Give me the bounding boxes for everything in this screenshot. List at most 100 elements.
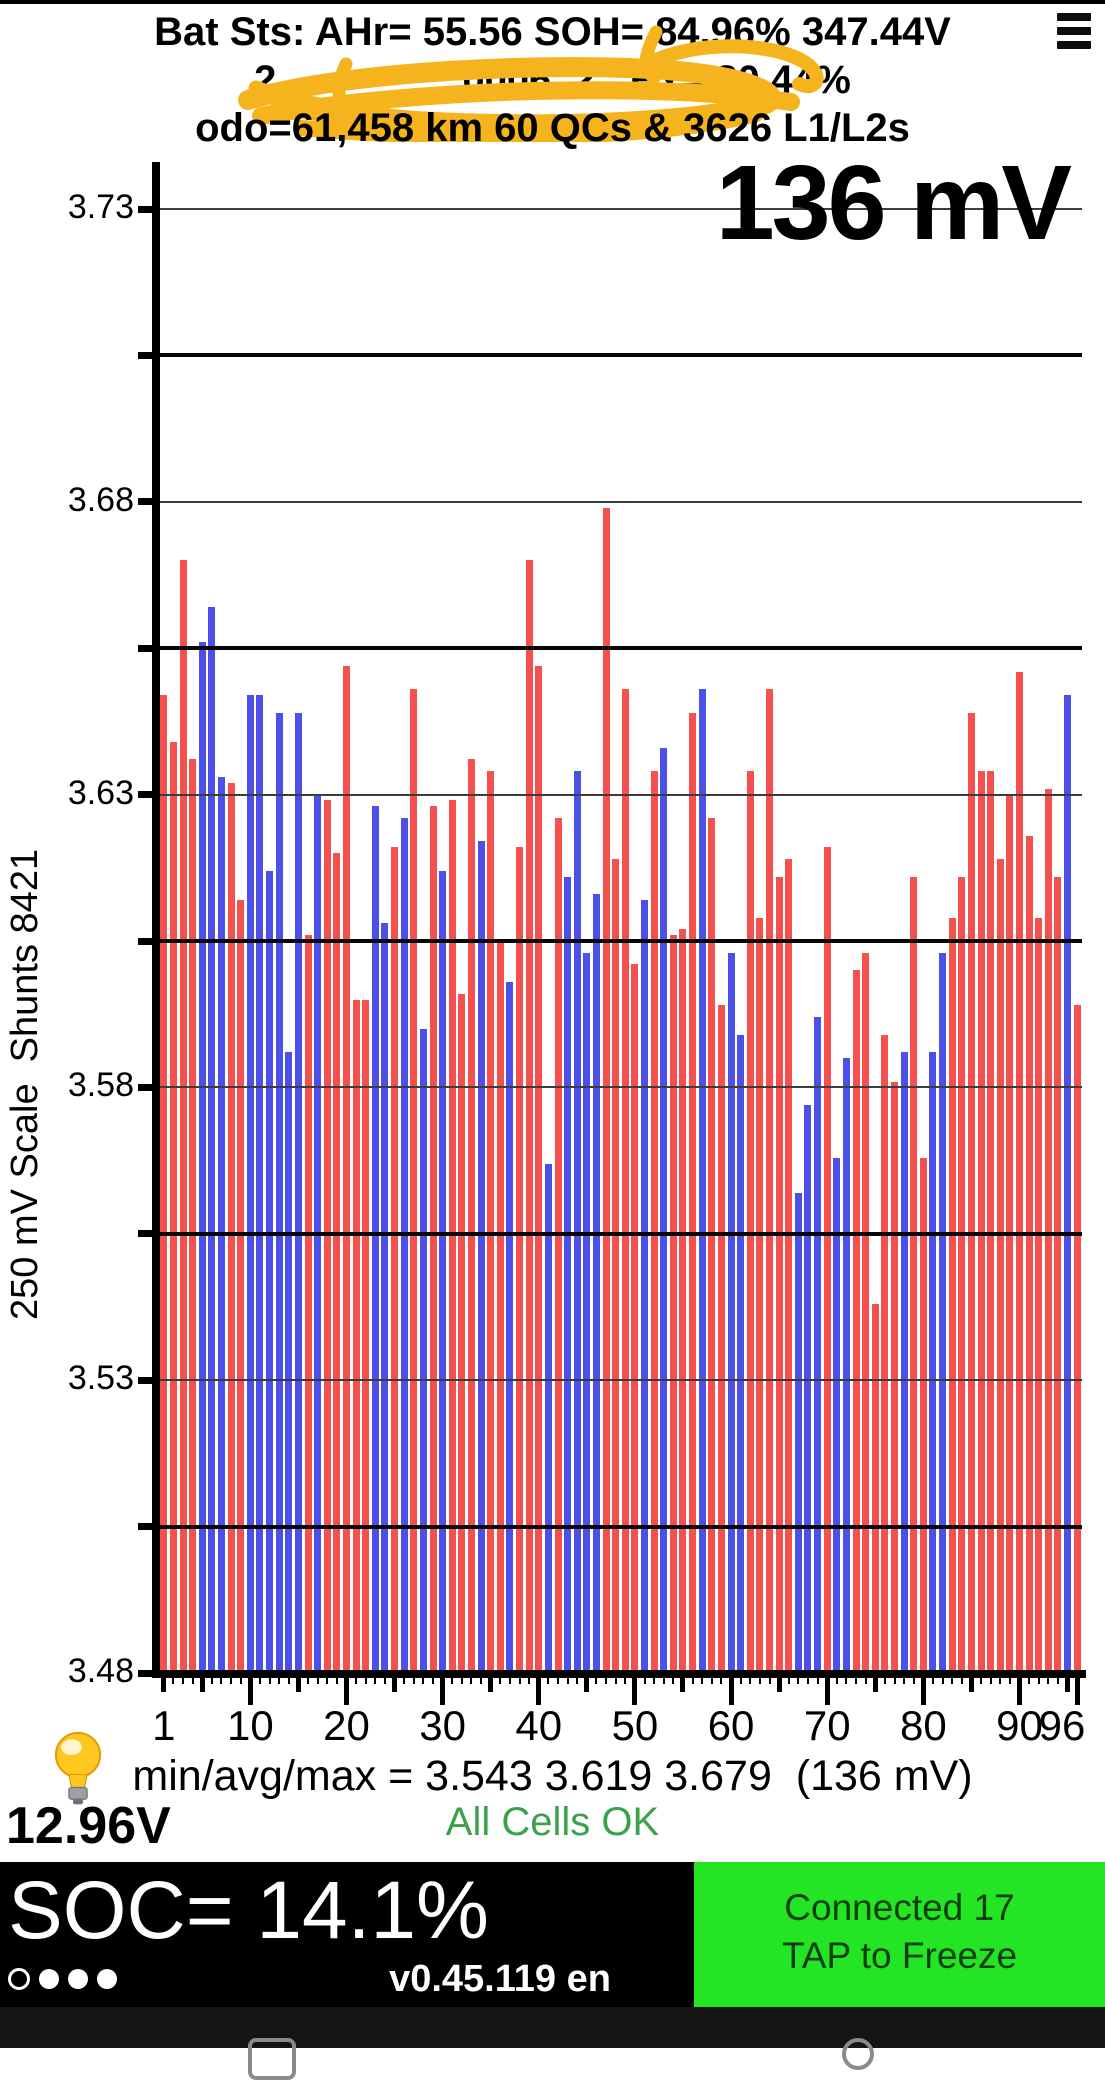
cell-bar-51 (641, 900, 649, 1673)
cell-bar-30 (439, 870, 447, 1673)
x-tick-47 (605, 1678, 608, 1684)
voltage-delta-label: 136 mV (715, 144, 1072, 262)
x-tick-36 (499, 1678, 502, 1684)
cell-bar-1 (160, 695, 168, 1673)
cell-bar-54 (669, 935, 677, 1673)
menu-button[interactable] (1057, 13, 1091, 49)
cell-bar-94 (1054, 876, 1062, 1673)
nav-recents-icon[interactable] (248, 2038, 296, 2080)
x-tick-89 (1008, 1678, 1011, 1684)
cell-bar-74 (862, 952, 870, 1673)
cell-bar-68 (804, 1104, 812, 1673)
x-tick-94 (1056, 1678, 1059, 1684)
y-tick-3.505 (138, 1523, 154, 1531)
cell-bar-65 (775, 876, 783, 1673)
cell-bar-13 (275, 712, 283, 1673)
battery-status-title: Bat Sts: AHr= 55.56 SOH= 84.96% 347.44V (154, 10, 951, 54)
cell-bar-92 (1035, 917, 1043, 1673)
cell-bar-38 (516, 847, 524, 1673)
x-tick-49 (624, 1678, 627, 1684)
x-tick-45 (584, 1678, 590, 1692)
cell-bar-18 (323, 800, 331, 1673)
connection-status: Connected 17 (784, 1887, 1015, 1928)
x-tick-label-60: 60 (707, 1702, 755, 1749)
y-tick-3.58 (138, 1083, 154, 1091)
soc-value: SOC= 14.1% (8, 1865, 489, 1956)
x-tick-85 (968, 1678, 974, 1692)
freeze-hint: TAP to Freeze (781, 1935, 1018, 1976)
cell-bar-50 (631, 964, 639, 1673)
cell-bar-22 (362, 999, 370, 1673)
x-tick-62 (749, 1678, 752, 1684)
page-dot-active (8, 1968, 30, 1990)
gridline-3.68 (159, 500, 1082, 503)
cell-bar-80 (919, 1157, 927, 1673)
android-nav-strip (0, 2007, 1105, 2080)
y-tick-3.73 (138, 205, 154, 213)
cell-bar-71 (833, 1157, 841, 1673)
x-tick-5 (199, 1678, 205, 1692)
cell-bar-14 (285, 1052, 293, 1673)
x-tick-38 (518, 1678, 521, 1684)
gridline-3.705 (159, 353, 1082, 358)
cell-bar-77 (891, 1081, 899, 1673)
status-strip (0, 0, 1105, 4)
vin-fragment-mid: 0006 (462, 58, 552, 102)
min-avg-max-line: min/avg/max = 3.543 3.619 3.679 (136 mV) (132, 1752, 973, 1800)
x-tick-30 (440, 1678, 446, 1705)
x-tick-83 (951, 1678, 954, 1684)
x-tick-label-30: 30 (419, 1702, 466, 1749)
x-tick-34 (480, 1678, 483, 1684)
light-bulb-icon[interactable] (52, 1730, 104, 1811)
cells-status-text: All Cells OK (445, 1800, 660, 1844)
gridline-3.58 (159, 1086, 1082, 1089)
x-tick-69 (816, 1678, 819, 1684)
cell-bar-40 (535, 665, 543, 1673)
odometer-line: odo=61,458 km 60 QCs & 3626 L1/L2s (195, 106, 910, 150)
cell-bar-41 (544, 1163, 552, 1673)
x-tick-26 (403, 1678, 406, 1684)
y-tick-label-3.53: 3.53 (67, 1359, 134, 1398)
x-tick-25 (392, 1678, 398, 1692)
hamburger-icon (1057, 13, 1091, 21)
x-tick-79 (912, 1678, 915, 1684)
y-tick-3.48 (138, 1669, 154, 1677)
gridline-3.505 (159, 1524, 1082, 1529)
x-tick-52 (653, 1678, 656, 1684)
cell-bar-2 (169, 741, 177, 1673)
y-tick-label-3.48: 3.48 (67, 1652, 134, 1690)
x-tick-42 (557, 1678, 559, 1684)
cell-bar-6 (208, 607, 216, 1673)
cell-bar-44 (573, 771, 581, 1673)
x-tick-70 (824, 1678, 830, 1705)
x-tick-1 (161, 1678, 167, 1692)
nav-home-icon[interactable] (842, 2038, 874, 2070)
cell-bar-89 (1006, 794, 1014, 1673)
x-tick-75 (872, 1678, 878, 1692)
x-tick-88 (999, 1678, 1002, 1684)
x-tick-9 (239, 1678, 242, 1684)
cell-bar-75 (871, 1304, 879, 1673)
x-tick-label-20: 20 (323, 1702, 370, 1749)
x-tick-73 (855, 1678, 858, 1684)
cell-bar-83 (948, 917, 956, 1673)
x-tick-78 (903, 1678, 906, 1684)
y-axis-title: 250 mV Scale Shunts 8421 (4, 848, 46, 1320)
cell-bar-95 (1064, 695, 1072, 1673)
x-tick-93 (1047, 1678, 1050, 1684)
cell-bar-59 (717, 1005, 725, 1673)
bottom-bar: SOC= 14.1% v0.45.119 en Connected 17 TAP… (0, 1862, 1105, 2007)
x-tick-6 (210, 1678, 213, 1684)
x-tick-10 (247, 1678, 253, 1705)
x-tick-4 (191, 1678, 194, 1684)
x-tick-16 (307, 1678, 310, 1684)
gridline-3.655 (159, 646, 1082, 651)
cell-bar-28 (419, 1028, 427, 1673)
x-tick-12 (268, 1678, 271, 1684)
connection-freeze-button[interactable]: Connected 17 TAP to Freeze (694, 1862, 1105, 2007)
page-indicator[interactable] (8, 1968, 117, 1990)
aux-battery-voltage: 12.96V (6, 1797, 171, 1855)
cell-bar-43 (564, 876, 572, 1673)
cell-bar-42 (554, 818, 562, 1673)
